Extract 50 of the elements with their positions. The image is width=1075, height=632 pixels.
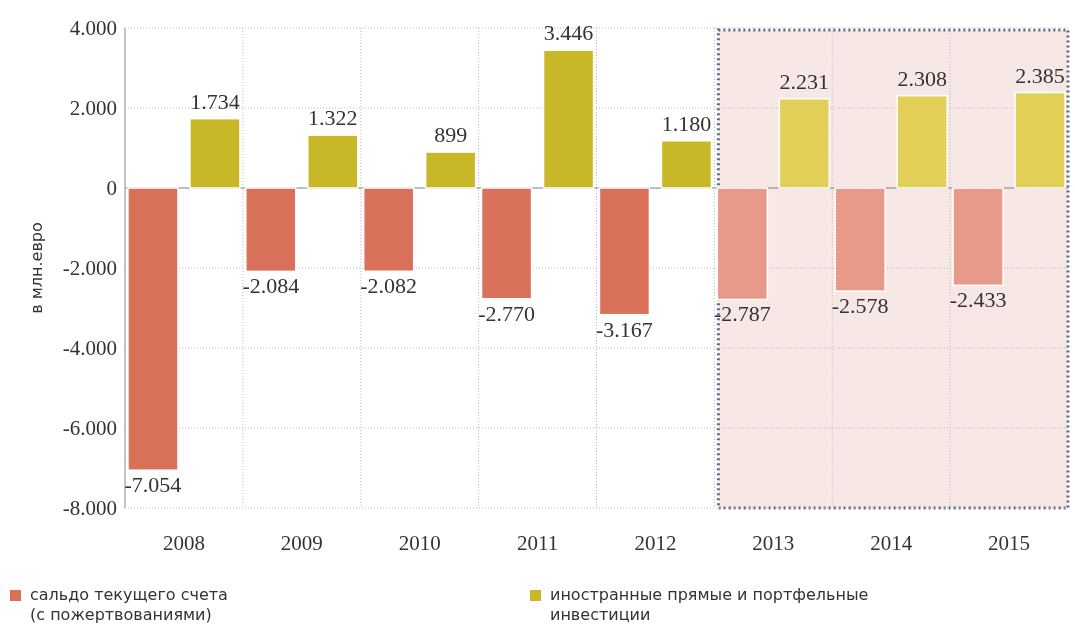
data-label: 1.180	[661, 110, 712, 136]
bar	[542, 49, 595, 189]
data-label: -2.082	[360, 273, 418, 299]
bar	[245, 187, 297, 273]
bar	[362, 187, 415, 273]
data-label: 1.734	[190, 88, 240, 114]
bar	[127, 187, 179, 471]
data-label: 2.385	[1015, 62, 1065, 88]
bar	[307, 134, 359, 189]
data-label: -2.084	[242, 273, 300, 299]
y-tick-label: 2.000	[69, 96, 117, 121]
bar	[896, 94, 948, 189]
x-tick-label: 2009	[280, 531, 323, 555]
y-axis-title: в млн.евро	[27, 222, 46, 314]
bar	[778, 98, 831, 189]
data-label: -2.433	[949, 287, 1007, 313]
x-tick-label: 2013	[752, 531, 795, 555]
bar	[660, 140, 713, 189]
x-tick-label: 2014	[870, 531, 913, 555]
data-label: -7.054	[124, 472, 182, 498]
x-tick-label: 2010	[398, 531, 441, 555]
data-label: -3.167	[596, 316, 653, 342]
y-tick-label: -4.000	[62, 336, 117, 361]
bar	[598, 187, 651, 316]
bar	[189, 117, 241, 189]
y-tick-label: -2.000	[62, 256, 117, 281]
bar	[480, 187, 533, 300]
y-tick-label: 0	[106, 176, 117, 201]
data-label: -2.770	[478, 300, 535, 326]
data-label: 1.322	[308, 105, 358, 131]
legend-label: сальдо текущего счета (с пожертвованиями)	[30, 585, 228, 624]
bar	[716, 187, 769, 301]
data-label: 2.308	[897, 65, 947, 91]
data-label: 3.446	[543, 20, 594, 46]
bar	[952, 187, 1004, 287]
legend-label: иностранные прямые и портфельные инвестиции	[550, 585, 869, 624]
bar	[424, 151, 477, 189]
y-tick-label: 4.000	[69, 16, 117, 41]
data-label: 899	[434, 122, 468, 148]
bar	[834, 187, 886, 292]
bar	[1014, 91, 1066, 189]
x-tick-label: 2012	[634, 531, 677, 555]
y-tick-label: -8.000	[62, 496, 117, 521]
data-label: 2.231	[779, 68, 830, 94]
data-label: -2.787	[713, 301, 771, 327]
y-tick-label: -6.000	[62, 416, 117, 441]
x-tick-label: 2011	[516, 531, 559, 555]
x-tick-label: 2015	[988, 531, 1031, 555]
x-tick-label: 2008	[162, 531, 205, 555]
data-label: -2.578	[831, 293, 889, 319]
